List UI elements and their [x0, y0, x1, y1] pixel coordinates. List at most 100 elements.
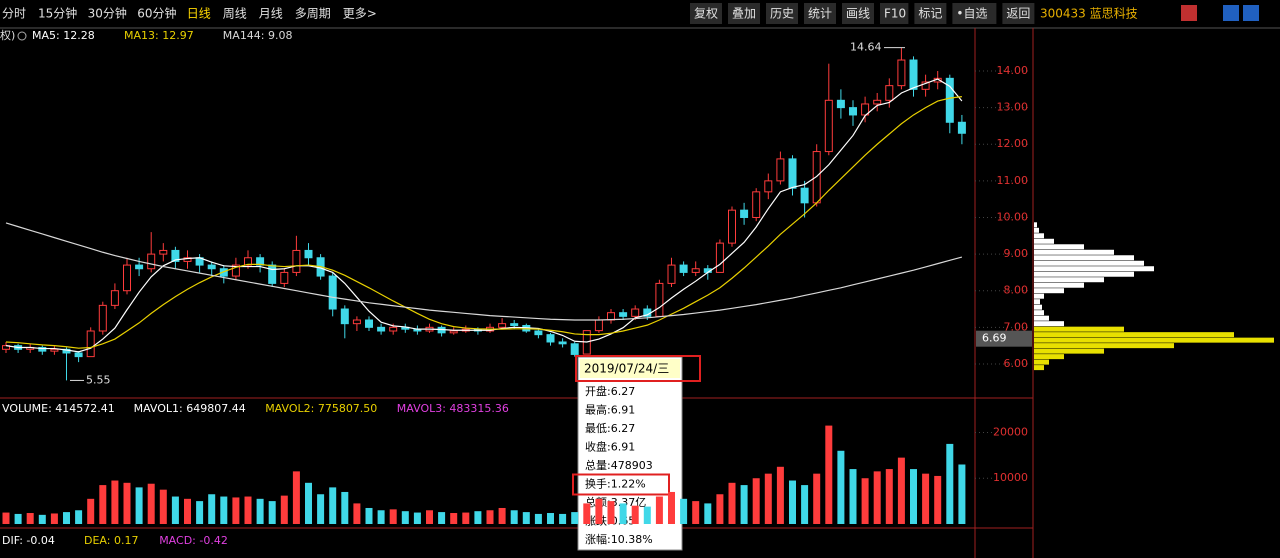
- volume-bar: [837, 450, 845, 524]
- volume-bar: [547, 513, 554, 524]
- candle-body: [957, 121, 966, 134]
- toolbar-button-label[interactable]: 画线: [846, 7, 870, 21]
- volume-bar: [244, 496, 252, 524]
- volume-bar: [14, 513, 22, 524]
- period-tab[interactable]: 15分钟: [38, 6, 77, 21]
- profile-bar: [1034, 332, 1234, 338]
- toolbar-button-label[interactable]: F10: [884, 7, 906, 21]
- highlight-box: [572, 473, 670, 496]
- volume-bar: [389, 509, 397, 524]
- candle-body: [715, 242, 724, 273]
- volume-bar: [861, 478, 869, 524]
- icon[interactable]: [1181, 5, 1197, 21]
- candle-body: [280, 271, 289, 284]
- period-tab[interactable]: 日线: [187, 7, 211, 21]
- candle-body: [740, 209, 749, 218]
- candle-body: [171, 249, 180, 262]
- toolbar-button[interactable]: [766, 3, 798, 24]
- volume-bar: [716, 494, 724, 524]
- volume-bar: [595, 498, 603, 524]
- volume-bar: [353, 503, 361, 524]
- tooltip-row: 开盘:6.27: [585, 384, 635, 398]
- toolbar-button-label[interactable]: 历史: [770, 7, 794, 21]
- period-tab[interactable]: 月线: [259, 7, 283, 21]
- candle-body: [340, 308, 349, 325]
- volume-bar: [825, 425, 833, 524]
- volume-bar: [413, 512, 421, 524]
- volume-bar: [692, 501, 700, 524]
- candle-body: [570, 343, 579, 355]
- candle-body: [389, 326, 398, 332]
- candle-body: [607, 312, 615, 321]
- candle-body: [945, 77, 954, 123]
- candle-body: [667, 264, 676, 284]
- profile-bar: [1034, 222, 1037, 228]
- candle-body: [510, 323, 519, 326]
- profile-bar: [1034, 271, 1134, 277]
- candle-body: [377, 326, 386, 332]
- y-tick-label: 11.00: [997, 174, 1029, 187]
- period-tab[interactable]: 多周期: [295, 7, 331, 21]
- volume-bar: [752, 478, 760, 524]
- volume-bar: [849, 469, 857, 524]
- icon[interactable]: [1223, 5, 1239, 21]
- toolbar-button-label[interactable]: 复权: [694, 7, 718, 21]
- candle-body: [885, 85, 894, 101]
- volume-bar: [728, 482, 736, 524]
- high-label: 14.64: [850, 41, 882, 54]
- toolbar-button-label[interactable]: 叠加: [732, 7, 756, 21]
- toolbar-button-label[interactable]: •自选: [956, 7, 987, 21]
- toolbar-button[interactable]: [804, 3, 836, 24]
- toolbar-button-label[interactable]: 返回: [1006, 7, 1030, 21]
- toolbar-button[interactable]: [728, 3, 760, 24]
- period-tab[interactable]: 分时: [2, 7, 26, 21]
- profile-bar: [1034, 233, 1044, 239]
- volume-bar: [510, 510, 518, 524]
- candle-body: [558, 341, 567, 345]
- volume-bar: [668, 491, 675, 524]
- period-tab[interactable]: 30分钟: [88, 6, 127, 21]
- volume-bar: [534, 513, 542, 524]
- volume-bar: [885, 469, 893, 524]
- y-tick-label: 10.00: [997, 210, 1029, 223]
- toolbar-button-label[interactable]: 统计: [808, 7, 832, 21]
- volume-bar: [619, 503, 627, 524]
- toolbar-button[interactable]: [880, 3, 909, 24]
- candle-body: [619, 312, 628, 317]
- period-tab[interactable]: 周线: [223, 7, 247, 21]
- period-tab[interactable]: 更多>: [343, 7, 377, 21]
- profile-bar: [1034, 260, 1144, 266]
- volume-bar: [208, 494, 216, 524]
- toolbar-button[interactable]: [842, 3, 874, 24]
- volume-bar: [111, 480, 119, 524]
- toolbar-button[interactable]: [914, 3, 947, 24]
- low-label: 5.55: [86, 373, 111, 386]
- icon[interactable]: [1243, 5, 1259, 21]
- candle-body: [183, 257, 192, 262]
- icon[interactable]: [17, 31, 27, 41]
- volume-bar: [474, 511, 482, 524]
- candle-body: [147, 253, 156, 270]
- volume-bar: [38, 514, 46, 524]
- tooltip-row: 涨幅:10.38%: [585, 533, 653, 546]
- toolbar-button-label[interactable]: 标记: [918, 7, 942, 21]
- volume-bar: [680, 498, 688, 524]
- period-tab[interactable]: 60分钟: [137, 6, 176, 21]
- profile-bar: [1034, 293, 1044, 299]
- volume-bar: [63, 512, 70, 524]
- volume-bar: [26, 513, 34, 524]
- toolbar-button[interactable]: [952, 3, 997, 24]
- profile-bar: [1034, 299, 1040, 305]
- profile-bar: [1034, 359, 1049, 365]
- volume-bar: [789, 480, 796, 524]
- toolbar-button[interactable]: [690, 3, 722, 24]
- y-tick-label: 10000: [993, 471, 1028, 484]
- volume-bar: [135, 487, 143, 524]
- volume-bar: [498, 507, 506, 524]
- toolbar-button[interactable]: [1002, 3, 1035, 24]
- candle-body: [231, 264, 240, 277]
- profile-bar: [1034, 227, 1039, 233]
- volume-bar: [946, 443, 954, 524]
- ma-legend: MA13: 12.97: [124, 29, 194, 42]
